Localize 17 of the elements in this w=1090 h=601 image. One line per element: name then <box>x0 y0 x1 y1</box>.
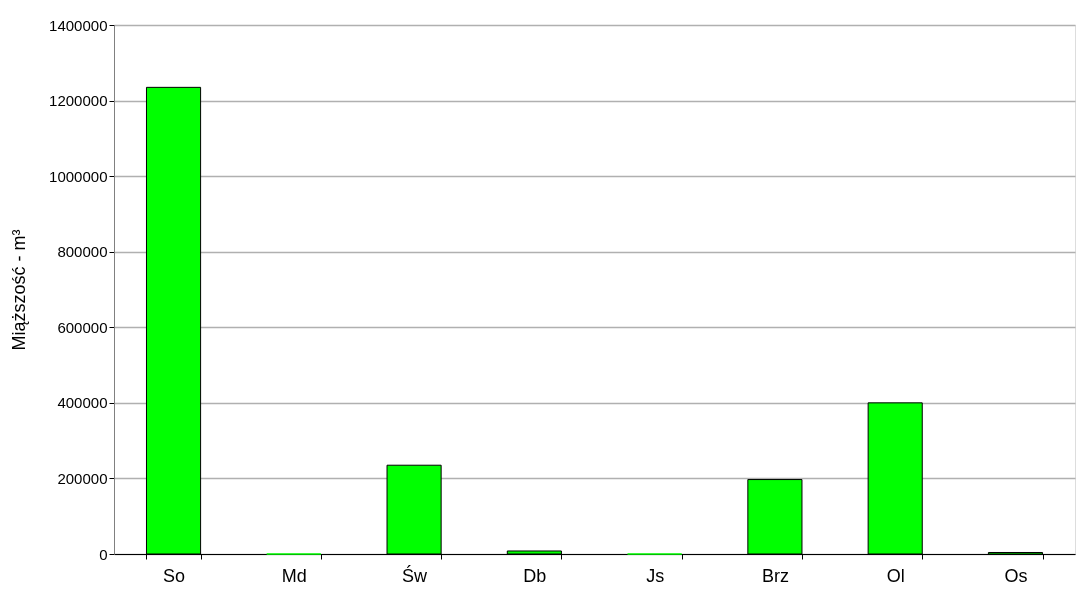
x-tick-label: So <box>163 565 186 586</box>
x-tick-label: Md <box>281 565 307 586</box>
x-tick-label: Js <box>646 565 665 586</box>
y-tick-label: 600000 <box>57 318 108 336</box>
x-tick-label: Os <box>1004 565 1028 586</box>
x-tick-label: Ol <box>886 565 905 586</box>
x-tick-label: Brz <box>761 565 789 586</box>
y-tick-label: 800000 <box>57 243 108 261</box>
y-tick-label: 1000000 <box>49 167 108 185</box>
y-tick-label: 1200000 <box>49 92 108 110</box>
x-tick-label: Św <box>402 564 429 586</box>
y-tick-label: 400000 <box>57 394 108 412</box>
x-tick-label: Db <box>523 565 547 586</box>
y-tick-label: 0 <box>99 545 108 563</box>
y-axis-title: Miąższość - m³ <box>9 229 30 351</box>
y-tick-label: 200000 <box>57 469 108 487</box>
y-tick-label: 1400000 <box>49 16 108 34</box>
